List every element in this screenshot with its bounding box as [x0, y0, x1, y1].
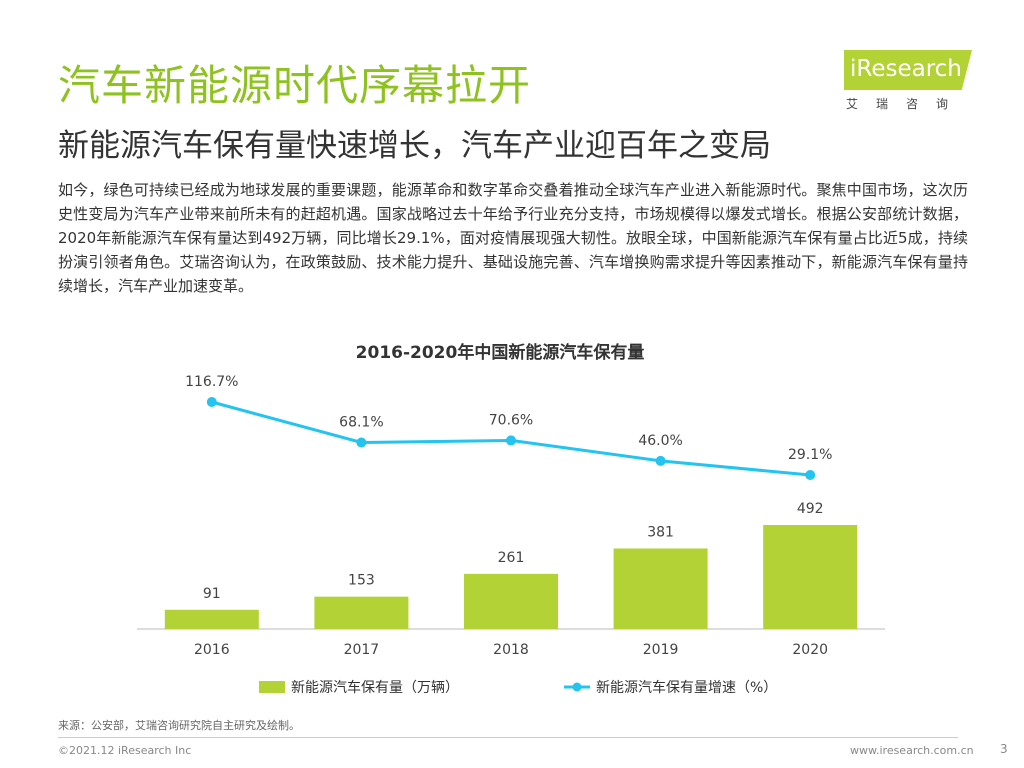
growth-label-2018: 70.6% — [489, 412, 533, 428]
bar-label-2018: 261 — [498, 550, 525, 566]
growth-point-2017 — [356, 437, 367, 448]
category-label-2017: 2017 — [344, 642, 380, 658]
bar-label-2019: 381 — [647, 524, 674, 540]
bar-2020 — [763, 525, 858, 629]
source-note: 来源：公安部，艾瑞咨询研究院自主研究及绘制。 — [58, 719, 300, 732]
category-label-2016: 2016 — [194, 642, 230, 658]
iresearch-logo: iResearch 艾瑞咨询 — [844, 50, 974, 114]
category-label-2020: 2020 — [792, 642, 828, 658]
growth-point-2018 — [506, 435, 516, 446]
website-link[interactable]: www.iresearch.com.cn — [850, 744, 974, 757]
legend-line-marker — [572, 682, 582, 692]
bar-2019 — [613, 548, 708, 629]
bar-label-2016: 91 — [203, 586, 221, 602]
legend-bar-swatch — [259, 681, 285, 693]
page-number: 3 — [1000, 742, 1008, 756]
copyright-text: ©2021.12 iResearch Inc — [58, 744, 192, 757]
bar-2018 — [464, 573, 558, 629]
logo-text: iResearch — [850, 56, 962, 82]
vehicle-ownership-chart: 2016-2020年中国新能源汽车保有量 91 2016 153 2017 261 201… — [137, 342, 885, 696]
logo-subtitle: 艾瑞咨询 — [846, 97, 967, 111]
bar-label-2017: 153 — [348, 573, 375, 589]
intro-paragraph: 如今，绿色可持续已经成为地球发展的重要课题，能源革命和数字革命交叠着推动全球汽车… — [58, 181, 968, 295]
legend-bar-label: 新能源汽车保有量（万辆） — [291, 679, 459, 696]
growth-label-2020: 29.1% — [788, 447, 832, 463]
bar-label-2020: 492 — [797, 501, 824, 517]
bar-2017 — [314, 596, 409, 629]
growth-point-2019 — [655, 455, 666, 466]
chart-title: 2016-2020年中国新能源汽车保有量 — [356, 342, 645, 363]
growth-label-2016: 116.7% — [185, 374, 238, 390]
logo-badge — [844, 50, 972, 90]
footer-divider — [58, 737, 958, 738]
legend-line-label: 新能源汽车保有量增速（%） — [596, 679, 777, 696]
category-label-2019: 2019 — [643, 642, 679, 658]
bar-2016 — [164, 609, 259, 629]
growth-label-2017: 68.1% — [339, 415, 383, 431]
category-label-2018: 2018 — [493, 642, 529, 658]
growth-point-2020 — [805, 470, 816, 480]
growth-point-2016 — [206, 397, 217, 407]
growth-label-2019: 46.0% — [638, 433, 682, 449]
page-title: 汽车新能源时代序幕拉开 — [58, 61, 532, 110]
page-subtitle: 新能源汽车保有量快速增长，汽车产业迎百年之变局 — [58, 128, 771, 164]
